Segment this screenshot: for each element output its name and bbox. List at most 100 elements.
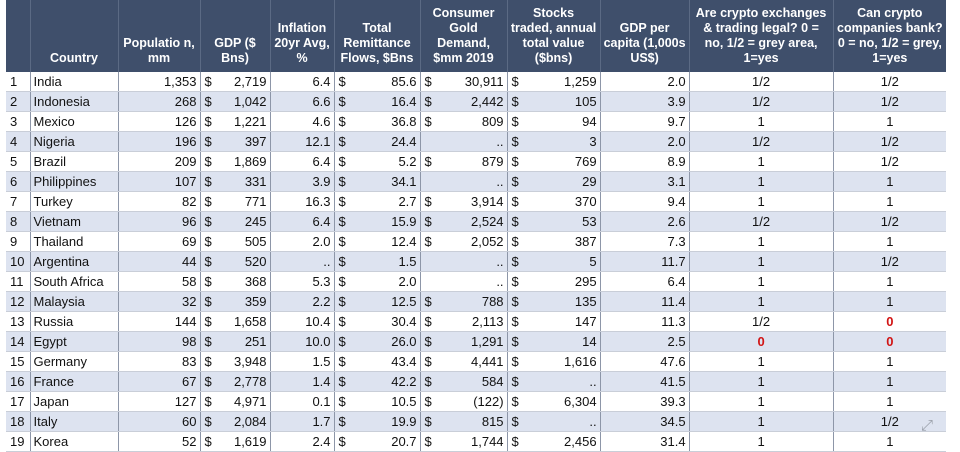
currency-symbol: $ — [199, 251, 215, 272]
crypto-bank-cell: 1 — [832, 291, 947, 312]
currency-symbol: $ — [506, 91, 523, 112]
currency-symbol: $ — [419, 111, 436, 132]
currency-symbol: $ — [199, 151, 215, 172]
gold-demand-cell: 4,441 — [435, 351, 508, 372]
remittance-cell: 20.7 — [349, 431, 421, 452]
currency-symbol: $ — [199, 291, 215, 312]
currency-symbol: $ — [333, 371, 350, 392]
gdp-cell: 251 — [215, 331, 271, 352]
currency-symbol: $ — [333, 271, 350, 292]
country-cell: Turkey — [29, 191, 119, 212]
country-cell: South Africa — [29, 271, 119, 292]
inflation-cell: 2.2 — [269, 291, 335, 312]
gold-demand-cell: 809 — [435, 111, 508, 132]
gdp-cell: 245 — [215, 211, 271, 232]
currency-symbol: $ — [199, 411, 215, 432]
population-cell: 268 — [118, 91, 200, 112]
header-population: Populatio n, mm — [117, 0, 200, 72]
currency-symbol: $ — [333, 291, 350, 312]
population-cell: 127 — [118, 391, 200, 412]
currency-symbol: $ — [333, 111, 350, 132]
population-cell: 32 — [118, 291, 200, 312]
currency-symbol: $ — [506, 331, 523, 352]
stocks-traded-cell: 135 — [522, 291, 601, 312]
remittance-cell: 36.8 — [349, 111, 421, 132]
table-row: 15 Germany 83 $3,948 1.5 $43.4 $4,441 $1,616 47.… — [6, 351, 947, 372]
crypto-bank-cell: 1 — [832, 171, 947, 192]
population-cell: 67 — [118, 371, 200, 392]
currency-symbol: $ — [199, 331, 215, 352]
crypto-bank-cell: 1 — [832, 431, 947, 452]
crypto-bank-cell: 1 — [832, 371, 947, 392]
currency-symbol: $ — [419, 391, 436, 412]
currency-symbol: $ — [419, 331, 436, 352]
remittance-cell: 19.9 — [349, 411, 421, 432]
currency-symbol: $ — [333, 331, 350, 352]
gdp-cell: 359 — [215, 291, 271, 312]
population-cell: 83 — [118, 351, 200, 372]
gdp-cell: 1,221 — [215, 111, 271, 132]
country-cell: Italy — [29, 411, 119, 432]
inflation-cell: 2.4 — [269, 431, 335, 452]
stocks-traded-cell: 5 — [522, 251, 601, 272]
currency-symbol-blank — [419, 251, 436, 272]
gdp-cell: 1,658 — [215, 311, 271, 332]
crypto-legal-cell: 1 — [688, 251, 834, 272]
table-row: 18 Italy 60 $2,084 1.7 $19.9 $815 $.. 34.5 1 1/2 — [6, 411, 947, 432]
currency-symbol: $ — [419, 72, 436, 92]
currency-symbol: $ — [506, 151, 523, 172]
gdp-cell: 2,778 — [215, 371, 271, 392]
currency-symbol: $ — [333, 431, 350, 452]
gdp-per-capita-cell: 41.5 — [599, 371, 690, 392]
currency-symbol: $ — [333, 72, 350, 92]
row-number: 8 — [6, 211, 30, 232]
crypto-bank-cell: 1 — [832, 351, 947, 372]
crypto-legal-cell: 1 — [688, 191, 834, 212]
remittance-cell: 24.4 — [349, 131, 421, 152]
gold-demand-cell: 1,744 — [435, 431, 508, 452]
stocks-traded-cell: .. — [522, 371, 601, 392]
crypto-bank-cell: 1 — [832, 111, 947, 132]
row-number: 11 — [6, 271, 30, 292]
row-number: 5 — [6, 151, 30, 172]
row-number: 2 — [6, 91, 30, 112]
gdp-per-capita-cell: 2.0 — [599, 72, 690, 92]
inflation-cell: 4.6 — [269, 111, 335, 132]
row-number: 10 — [6, 251, 30, 272]
country-cell: Russia — [29, 311, 119, 332]
currency-symbol: $ — [506, 191, 523, 212]
currency-symbol: $ — [506, 431, 523, 452]
currency-symbol: $ — [333, 251, 350, 272]
inflation-cell: 6.6 — [269, 91, 335, 112]
gdp-per-capita-cell: 9.7 — [599, 111, 690, 132]
population-cell: 96 — [118, 211, 200, 232]
stocks-traded-cell: 3 — [522, 131, 601, 152]
population-cell: 98 — [118, 331, 200, 352]
crypto-legal-cell: 1 — [688, 351, 834, 372]
header-remittance: Total Remittance Flows, $Bns — [333, 0, 421, 72]
remittance-cell: 85.6 — [349, 72, 421, 92]
currency-symbol: $ — [199, 311, 215, 332]
gdp-per-capita-cell: 9.4 — [599, 191, 690, 212]
table-row: 19 Korea 52 $1,619 2.4 $20.7 $1,744 $2,456 31.4 1… — [6, 431, 947, 452]
gdp-cell: 397 — [215, 131, 271, 152]
currency-symbol: $ — [199, 91, 215, 112]
crypto-legal-cell: 1/2 — [688, 211, 834, 232]
currency-symbol: $ — [506, 131, 523, 152]
stocks-traded-cell: 295 — [522, 271, 601, 292]
gdp-per-capita-cell: 34.5 — [599, 411, 690, 432]
gdp-per-capita-cell: 11.3 — [599, 311, 690, 332]
table-row: 10 Argentina 44 $520.. $1.5.. $5 11.7 1 1/2 — [6, 251, 947, 272]
expand-arrows-icon[interactable]: ⤢ — [920, 417, 933, 434]
table-row: 2 Indonesia 268 $1,042 6.6 $16.4 $2,442 $105 3.9… — [6, 91, 947, 112]
currency-symbol: $ — [506, 72, 523, 92]
currency-symbol: $ — [419, 91, 436, 112]
gdp-cell: 331 — [215, 171, 271, 192]
crypto-legal-cell: 1 — [688, 151, 834, 172]
inflation-cell: 1.7 — [269, 411, 335, 432]
gold-demand-cell: (122) — [435, 391, 508, 412]
currency-symbol: $ — [199, 391, 215, 412]
gdp-per-capita-cell: 7.3 — [599, 231, 690, 252]
country-cell: Vietnam — [29, 211, 119, 232]
gold-demand-cell: 1,291 — [435, 331, 508, 352]
